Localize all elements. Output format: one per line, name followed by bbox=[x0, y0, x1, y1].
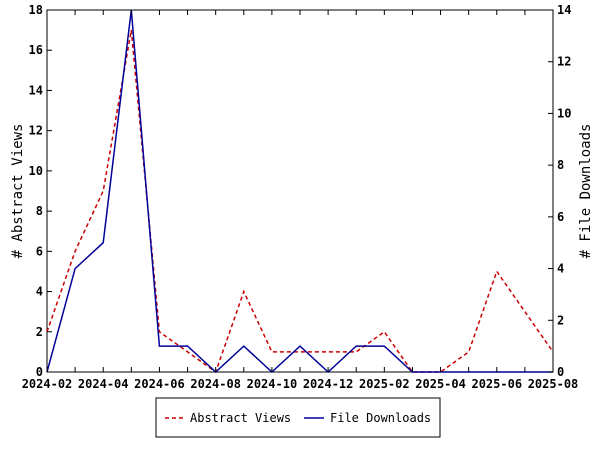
legend: Abstract Views File Downloads bbox=[155, 397, 441, 438]
y2-tick-label: 8 bbox=[557, 158, 564, 172]
y2-tick-label: 6 bbox=[557, 210, 564, 224]
y-tick-label: 10 bbox=[29, 164, 43, 178]
y2-tick-label: 0 bbox=[557, 365, 564, 379]
legend-label-file-downloads: File Downloads bbox=[330, 411, 431, 425]
y-tick-label: 12 bbox=[29, 124, 43, 138]
x-tick-label: 2024-08 bbox=[190, 377, 241, 391]
x-tick-label: 2025-02 bbox=[359, 377, 410, 391]
y2-axis-title: # File Downloads bbox=[578, 124, 594, 259]
y-tick-label: 0 bbox=[36, 365, 43, 379]
y2-tick-label: 14 bbox=[557, 3, 571, 17]
axes bbox=[46, 9, 554, 373]
x-tick-label: 2025-08 bbox=[528, 377, 579, 391]
series-line-abstract-views bbox=[46, 29, 554, 374]
y2-tick-label: 4 bbox=[557, 262, 564, 276]
y-tick-label: 18 bbox=[29, 3, 43, 17]
y-axis-title: # Abstract Views bbox=[10, 124, 26, 259]
x-tick-label: 2024-02 bbox=[22, 377, 73, 391]
y2-tick-label: 12 bbox=[557, 55, 571, 69]
y2-tick-label: 2 bbox=[557, 313, 564, 327]
x-tick-label: 2024-12 bbox=[303, 377, 354, 391]
left-axis-ticks: 0 2 4 6 8 10 12 14 16 18 bbox=[29, 3, 52, 379]
y-tick-label: 2 bbox=[36, 325, 43, 339]
x-tick-label: 2024-06 bbox=[134, 377, 185, 391]
legend-label-abstract-views: Abstract Views bbox=[190, 411, 291, 425]
y-tick-label: 14 bbox=[29, 83, 43, 97]
x-tick-label: 2024-10 bbox=[247, 377, 298, 391]
y2-tick-label: 10 bbox=[557, 106, 571, 120]
legend-box bbox=[155, 397, 441, 438]
series-line-file-downloads bbox=[46, 9, 553, 374]
x-axis-ticks: 2024-02 2024-04 2024-06 2024-08 2024-10 2024-… bbox=[22, 10, 579, 391]
x-tick-label: 2024-04 bbox=[78, 377, 129, 391]
y-tick-label: 6 bbox=[36, 244, 43, 258]
y-tick-label: 4 bbox=[36, 285, 43, 299]
series-lines bbox=[46, 9, 554, 374]
y-tick-label: 16 bbox=[29, 43, 43, 57]
y-tick-label: 8 bbox=[36, 204, 43, 218]
x-tick-label: 2025-06 bbox=[471, 377, 522, 391]
plot-frame bbox=[46, 9, 554, 373]
x-tick-label: 2025-04 bbox=[415, 377, 466, 391]
right-axis-ticks: 0 2 4 6 8 10 12 14 bbox=[548, 3, 571, 379]
